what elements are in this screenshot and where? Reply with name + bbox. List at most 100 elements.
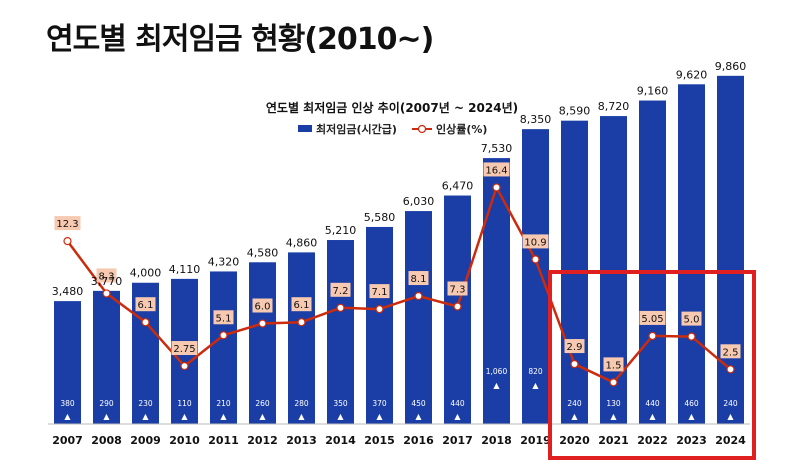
increase-marker: ▲ — [298, 412, 305, 421]
wage-value-label: 9,860 — [715, 60, 747, 73]
x-tick-label: 2017 — [442, 434, 473, 447]
rate-value-label: 12.3 — [56, 219, 78, 230]
rate-value-label: 2.9 — [567, 342, 583, 353]
rate-value-label: 7.3 — [450, 284, 466, 295]
x-tick-label: 2023 — [676, 434, 707, 447]
increase-amount-label: 130 — [606, 399, 621, 408]
wage-value-label: 4,000 — [130, 267, 162, 280]
x-tick-label: 2012 — [247, 434, 278, 447]
x-tick-label: 2015 — [364, 434, 395, 447]
wage-value-label: 3,480 — [52, 285, 84, 298]
rate-value-label: 16.4 — [485, 165, 507, 176]
increase-amount-label: 440 — [645, 399, 660, 408]
increase-marker: ▲ — [142, 412, 149, 421]
increase-marker: ▲ — [610, 412, 617, 421]
increase-amount-label: 450 — [411, 399, 426, 408]
rate-value-label: 7.2 — [333, 286, 349, 297]
rate-label-bg — [330, 282, 351, 297]
increase-amount-label: 110 — [177, 399, 192, 408]
x-tick-label: 2024 — [715, 434, 746, 447]
rate-value-label: 1.5 — [606, 360, 622, 371]
wage-value-label: 6,030 — [403, 195, 435, 208]
wage-value-label: 9,160 — [637, 85, 669, 98]
x-tick-label: 2013 — [286, 434, 317, 447]
rate-value-label: 8.1 — [411, 274, 427, 285]
wage-bar — [249, 262, 276, 424]
wage-bar — [366, 226, 393, 424]
increase-amount-label: 240 — [567, 399, 582, 408]
rate-label-bg — [135, 297, 156, 312]
x-tick-label: 2018 — [481, 434, 512, 447]
wage-bar — [327, 240, 354, 424]
increase-marker: ▲ — [454, 412, 461, 421]
rate-label-bg — [603, 357, 624, 372]
increase-marker: ▲ — [64, 412, 71, 421]
increase-marker: ▲ — [571, 412, 578, 421]
rate-point — [531, 255, 540, 264]
wage-bar — [54, 301, 81, 424]
increase-marker: ▲ — [532, 381, 539, 390]
rate-point — [609, 378, 618, 387]
rate-point — [414, 291, 423, 301]
rate-value-label: 6.1 — [138, 300, 154, 311]
rate-line — [66, 186, 732, 384]
rate-label-bg — [720, 344, 741, 359]
wage-value-label: 4,110 — [169, 263, 201, 276]
rate-value-label: 6.1 — [294, 300, 310, 311]
wage-value-label: 4,580 — [247, 246, 279, 259]
rate-label-bg — [447, 281, 468, 296]
rate-point — [453, 302, 462, 311]
x-tick-label: 2022 — [637, 434, 668, 447]
wage-value-label: 8,350 — [520, 113, 552, 126]
x-tick-label: 2008 — [91, 434, 122, 447]
wage-bar — [522, 129, 549, 424]
increase-amount-label: 380 — [60, 399, 75, 408]
x-tick-label: 2020 — [559, 434, 590, 447]
wage-bar — [210, 271, 237, 424]
wage-value-label: 7,530 — [481, 142, 513, 155]
legend-line-label: 인상률(%) — [436, 122, 487, 136]
rate-label-bg — [171, 341, 198, 356]
rate-point — [375, 305, 384, 314]
x-tick-label: 2007 — [52, 434, 83, 447]
increase-amount-label: 350 — [333, 399, 348, 408]
increase-amount-label: 260 — [255, 399, 270, 408]
increase-amount-label: 440 — [450, 399, 465, 408]
wage-value-label: 9,620 — [676, 68, 708, 81]
increase-amount-label: 290 — [99, 399, 114, 408]
rate-value-label: 8.3 — [99, 271, 115, 282]
rate-value-label: 2.5 — [723, 347, 739, 358]
rate-label-bg — [564, 339, 585, 354]
rate-value-label: 10.9 — [524, 237, 546, 248]
increase-amount-label: 460 — [684, 399, 699, 408]
increase-marker: ▲ — [103, 412, 110, 421]
x-tick-label: 2011 — [208, 434, 239, 447]
increase-marker: ▲ — [220, 412, 227, 421]
wage-value-label: 3,770 — [91, 275, 123, 288]
wage-bar — [639, 100, 666, 425]
increase-amount-label: 280 — [294, 399, 309, 408]
increase-amount-label: 240 — [723, 399, 738, 408]
wage-value-label: 4,320 — [208, 255, 240, 268]
increase-marker: ▲ — [493, 381, 500, 390]
increase-amount-label: 820 — [528, 367, 543, 376]
rate-point — [180, 361, 189, 371]
wage-value-label: 6,470 — [442, 180, 474, 193]
rate-label-bg — [408, 271, 429, 286]
rate-point — [687, 332, 696, 341]
increase-marker: ▲ — [727, 412, 734, 421]
rate-point — [63, 236, 72, 246]
wage-value-label: 8,720 — [598, 100, 630, 113]
rate-point — [297, 318, 306, 327]
x-tick-label: 2016 — [403, 434, 434, 447]
highlight-box — [548, 270, 756, 460]
rate-point — [726, 365, 735, 374]
rate-label-bg — [54, 216, 81, 231]
increase-marker: ▲ — [337, 412, 344, 421]
rate-point — [219, 331, 228, 340]
rate-value-label: 6.0 — [255, 302, 271, 313]
rate-point — [102, 289, 111, 298]
wage-value-label: 5,580 — [364, 211, 396, 224]
wage-value-label: 8,590 — [559, 105, 591, 118]
x-tick-label: 2019 — [520, 434, 551, 447]
